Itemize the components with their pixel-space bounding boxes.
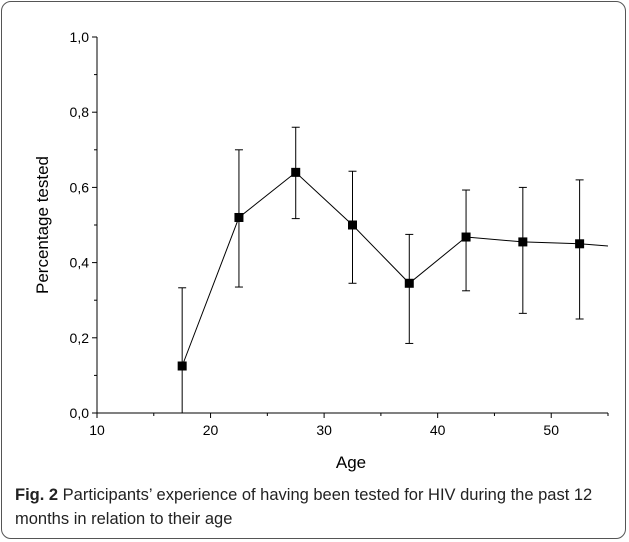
x-axis-ticks: 10 20 30 40 50: [89, 413, 609, 438]
x-tick-label: 40: [430, 422, 446, 438]
chart: 0,0 0,2 0,4 0,6 0,8 1,0 10 20 30 40 50 Age Percen…: [33, 29, 609, 472]
y-tick-label: 0,4: [70, 255, 90, 271]
data-point: [291, 167, 301, 177]
x-axis-label: Age: [336, 453, 366, 472]
data-point: [518, 237, 528, 247]
x-tick-label: 20: [203, 422, 219, 438]
x-tick-label: 10: [89, 422, 105, 438]
x-tick-label: 50: [543, 422, 559, 438]
data-point: [177, 361, 187, 371]
data-point: [348, 220, 357, 230]
y-axis-ticks: 0,0 0,2 0,4 0,6 0,8 1,0: [70, 29, 97, 421]
series-polyline: [181, 171, 609, 367]
data-points: [177, 167, 585, 371]
caption-label: Fig. 2: [15, 486, 59, 504]
y-tick-label: 0,2: [70, 330, 90, 346]
y-tick-label: 0,0: [70, 405, 90, 421]
error-bars: [178, 126, 584, 414]
x-tick-label: 30: [316, 422, 332, 438]
series-line: [181, 171, 609, 367]
data-point: [575, 239, 585, 249]
y-tick-label: 0,8: [70, 104, 90, 120]
caption-text: Participants’ experience of having been …: [15, 486, 593, 528]
data-point: [404, 278, 414, 288]
y-axis-label: Percentage tested: [33, 156, 52, 294]
y-tick-label: 0,6: [70, 179, 90, 195]
data-point: [234, 212, 244, 222]
figure-caption: Fig. 2 Participants’ experience of havin…: [15, 483, 615, 531]
y-tick-label: 1,0: [70, 29, 90, 45]
data-point: [461, 232, 471, 242]
